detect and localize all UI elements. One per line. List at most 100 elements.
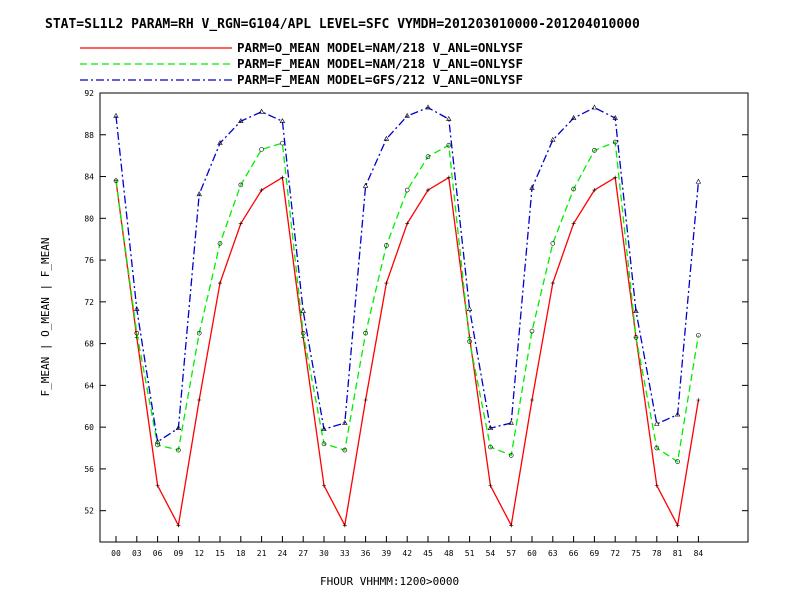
data-point [550, 241, 556, 246]
data-point [342, 447, 348, 453]
x-tick-label: 57 [506, 549, 516, 558]
data-point [134, 306, 140, 311]
y-tick-label: 80 [84, 214, 94, 223]
data-point [196, 191, 202, 197]
data-point [383, 135, 390, 141]
x-axis-label: FHOUR VHHMM:1200>0000 [320, 575, 459, 588]
data-point [258, 108, 265, 114]
data-point [592, 148, 597, 153]
y-tick-label: 92 [84, 89, 94, 98]
data-point [466, 306, 473, 311]
x-tick-label: 09 [174, 549, 184, 558]
data-point [695, 178, 702, 184]
data-point [259, 188, 264, 193]
legend-label-0: PARM=O_MEAN MODEL=NAM/218 V_ANL=ONLYSF [237, 40, 523, 56]
x-tick-label: 33 [340, 549, 350, 558]
data-point [674, 411, 681, 417]
x-tick-label: 60 [527, 549, 537, 558]
data-point [571, 186, 576, 192]
data-point [675, 459, 680, 464]
data-point [300, 308, 306, 314]
data-point [633, 335, 639, 340]
data-point [259, 147, 264, 152]
data-point [446, 142, 452, 148]
data-point [592, 188, 597, 193]
x-tick-label: 39 [382, 549, 392, 558]
data-point [342, 419, 348, 425]
data-point [155, 442, 160, 448]
data-point [425, 104, 431, 110]
data-point [113, 178, 119, 184]
data-point [426, 188, 430, 193]
data-point [176, 523, 181, 528]
chart-title: STAT=SL1L2 PARAM=RH V_RGN=G104/APL LEVEL… [45, 17, 640, 32]
data-point [218, 281, 222, 286]
data-point [279, 118, 286, 123]
legend-label-2: PARM=F_MEAN MODEL=GFS/212 V_ANL=ONLYSF [237, 72, 523, 88]
data-point [404, 187, 410, 193]
data-point [238, 118, 244, 123]
data-point [488, 444, 493, 450]
y-axis-label: F_MEAN | O_MEAN | F_MEAN [39, 238, 52, 397]
data-point [591, 104, 598, 110]
x-tick-label: 12 [194, 549, 204, 558]
data-point [280, 175, 285, 180]
data-point [154, 438, 161, 444]
x-tick-label: 51 [465, 549, 475, 558]
data-point [425, 154, 431, 159]
data-point [550, 281, 555, 286]
data-point [363, 330, 368, 336]
series-layer [113, 104, 702, 528]
data-point [508, 419, 514, 425]
x-tick-label: 42 [402, 549, 412, 558]
x-tick-label: 63 [548, 549, 558, 558]
data-point [654, 483, 659, 488]
y-tick-label: 84 [84, 173, 94, 182]
data-point [321, 426, 327, 432]
series-line-1 [115, 141, 700, 463]
data-point [321, 441, 327, 447]
y-axis: 52 56 60 64 68 72 76 80 84 88 92 [84, 89, 748, 516]
data-point [633, 308, 639, 314]
data-point [550, 136, 556, 142]
x-tick-label: 84 [694, 549, 704, 558]
data-point [322, 483, 326, 488]
x-tick-label: 78 [652, 549, 662, 558]
data-point [571, 221, 576, 226]
data-point [362, 182, 369, 188]
data-point [196, 330, 202, 336]
x-axis: 00 03 06 09 12 15 18 21 24 27 30 33 36 39 42 45 48 51 54 57… [111, 536, 703, 558]
data-point [363, 397, 368, 402]
y-tick-label: 72 [84, 298, 94, 307]
x-tick-label: 66 [569, 549, 579, 558]
data-point [384, 281, 389, 286]
series-line-2 [115, 106, 700, 443]
series-line-0 [115, 176, 700, 528]
y-tick-label: 56 [84, 465, 94, 474]
x-tick-label: 18 [236, 549, 246, 558]
legend-label-1: PARM=F_MEAN MODEL=NAM/218 V_ANL=ONLYSF [237, 56, 523, 72]
data-point [176, 447, 181, 453]
data-point [488, 483, 493, 488]
data-point [509, 523, 514, 528]
data-point [134, 330, 140, 336]
data-point [654, 420, 660, 426]
y-tick-label: 76 [84, 256, 94, 265]
data-point [238, 221, 243, 226]
data-point [529, 328, 535, 334]
x-tick-label: 75 [631, 549, 641, 558]
data-point [280, 140, 285, 146]
y-tick-label: 68 [84, 340, 94, 349]
data-point [197, 397, 202, 402]
data-point [529, 184, 535, 190]
data-point [217, 241, 223, 246]
plot-area [99, 92, 749, 543]
data-point [405, 221, 410, 226]
data-point [446, 115, 452, 121]
data-point [675, 523, 680, 528]
data-point [508, 453, 514, 458]
data-point [654, 445, 660, 451]
x-tick-label: 30 [319, 549, 329, 558]
x-tick-label: 36 [361, 549, 371, 558]
